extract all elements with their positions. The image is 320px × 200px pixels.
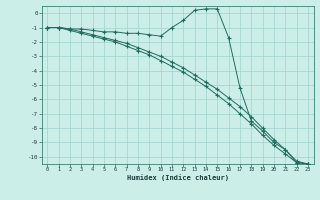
X-axis label: Humidex (Indice chaleur): Humidex (Indice chaleur) — [127, 174, 228, 181]
